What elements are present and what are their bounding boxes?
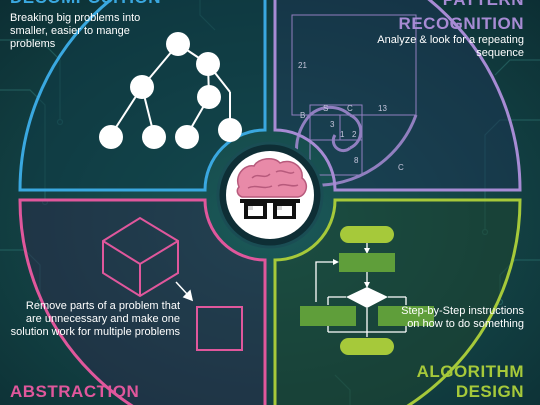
pattern-recognition-title: PATTERN RECOGNITION — [399, 0, 524, 36]
brain-with-glasses-icon — [216, 141, 324, 249]
square-icon — [196, 306, 243, 351]
decomposition-title: DECOMPOSITION — [10, 0, 161, 8]
decomposition-description: Breaking big problems into smaller, easi… — [10, 12, 141, 50]
spiral-label: B — [300, 111, 305, 120]
algorithm-design-title: ALGORITHM DESIGN — [417, 362, 524, 402]
algorithm-design-title-line2: DESIGN — [455, 382, 524, 401]
pattern-recognition-panel — [273, 0, 522, 192]
pattern-recognition-description: Analyze & look for a repeating sequence — [377, 34, 524, 59]
abstraction-panel — [18, 198, 267, 405]
spiral-label: 8 — [354, 156, 359, 165]
spiral-label: 2 — [352, 130, 357, 139]
arrow-icon — [175, 281, 194, 302]
algorithm-design-panel — [273, 198, 522, 405]
spiral-label: S — [323, 104, 328, 113]
pattern-recognition-title-line1: PATTERN — [399, 0, 524, 12]
spiral-label: C — [347, 104, 353, 113]
spiral-label: 3 — [330, 120, 335, 129]
abstraction-title: ABSTRACTION — [10, 382, 140, 401]
spiral-label: C — [398, 163, 404, 172]
cube-icon — [102, 216, 179, 298]
spiral-label: 21 — [298, 61, 307, 70]
flowchart-icon — [300, 226, 434, 355]
spiral-number-labels: 21 B S C 13 3 1 2 8 C — [298, 61, 404, 172]
spiral-label: 13 — [378, 104, 387, 113]
spiral-label: 1 — [340, 130, 345, 139]
algorithm-design-title-line1: ALGORITHM — [416, 362, 524, 381]
abstraction-description: Remove parts of a problem that are unnec… — [10, 300, 180, 338]
tree-diagram-icon — [99, 32, 242, 149]
algorithm-design-description: Step-by-Step instructions on how to do s… — [401, 305, 524, 330]
pattern-recognition-title-line2: RECOGNITION — [398, 14, 524, 33]
